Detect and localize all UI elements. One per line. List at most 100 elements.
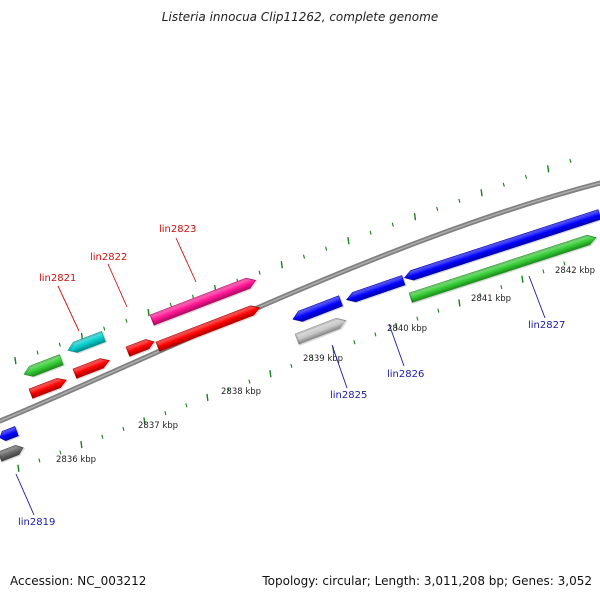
lower-track-tick	[290, 363, 293, 368]
gene-label-lin2825: lin2825	[330, 390, 367, 401]
gene-label-lin2823: lin2823	[159, 224, 196, 235]
gene-shadow	[73, 358, 112, 380]
upper-track-tick	[280, 261, 283, 269]
lower-track-tick	[101, 434, 104, 439]
gene-body	[404, 209, 600, 281]
gene-shadow	[68, 331, 108, 354]
gene-shadow	[295, 318, 348, 346]
lower-track-tick	[59, 450, 62, 455]
gene-label-lin2822: lin2822	[90, 252, 127, 263]
lower-track-tick	[206, 393, 209, 402]
tick-label: 2839 kbp	[303, 354, 343, 364]
tick-label: 2841 kbp	[471, 294, 511, 304]
gene-body	[28, 377, 67, 399]
lower-track-tick	[143, 417, 146, 425]
gene-arrow-2823-red	[155, 305, 262, 353]
upper-track-tick	[436, 206, 439, 211]
upper-track-tick	[192, 294, 194, 299]
gene-shadow	[409, 235, 599, 304]
tick-label: 2840 kbp	[387, 324, 427, 334]
gene-body	[72, 358, 110, 379]
gene-arrow-2823-pink	[149, 277, 258, 327]
lower-track-tick	[542, 269, 545, 274]
gene-shadow	[293, 295, 345, 323]
lower-track-tick	[521, 275, 524, 283]
gene-arrow-2822-red-a	[72, 358, 112, 380]
label-layer: 2836 kbp 2837 kbp 2838 kbp 2839 kbp 2840 kbp…	[15, 224, 595, 528]
genome-summary-text: Topology: circular; Length: 3,011,208 bp…	[262, 574, 592, 588]
lower-track-tick	[374, 332, 377, 337]
upper-track-tick	[480, 189, 483, 197]
genome-backbone-highlight	[0, 182, 600, 422]
gene-label-lin2825-leader	[331, 344, 348, 389]
upper-track-tick	[569, 158, 572, 163]
gene-body	[292, 295, 343, 322]
gene-body	[67, 330, 106, 353]
gene-label-lin2827: lin2827	[528, 320, 565, 331]
gene-body	[149, 277, 257, 326]
accession-text: Accession: NC_003212	[10, 574, 147, 588]
upper-track-tick	[525, 174, 527, 179]
tick-label: 2838 kbp	[221, 387, 261, 397]
upper-track-tick	[258, 270, 261, 275]
upper-track-tick	[547, 165, 550, 173]
upper-track-tick	[458, 198, 461, 203]
genome-title: Listeria innocua Clip11262, complete gen…	[161, 10, 439, 24]
gene-label-lin2819-leader	[15, 473, 35, 516]
gene-arrow-2826-blue	[346, 275, 407, 304]
gene-arrow-2821-red	[28, 377, 69, 400]
gene-body	[346, 275, 406, 303]
lower-track-tick	[17, 464, 20, 472]
gene-arrow-2827-green	[408, 234, 599, 304]
lower-track-tick	[458, 299, 461, 307]
gene-arrow-2825-gray	[294, 317, 348, 346]
lower-track-tick	[185, 403, 188, 408]
gene-body	[408, 234, 597, 303]
gene-shadow	[126, 339, 157, 358]
gene-label-lin2826-leader	[388, 323, 405, 367]
gene-label-lin2822-leader	[107, 263, 128, 308]
gene-shadow	[150, 278, 258, 327]
upper-track-tick	[325, 246, 328, 251]
gene-arrow-2819-gray	[0, 444, 26, 463]
gene-arrow-2822-red-b	[125, 339, 157, 358]
upper-track-tick	[125, 318, 128, 323]
lower-track-tick	[122, 426, 125, 431]
gene-shadow	[346, 275, 407, 304]
upper-track-tick	[303, 254, 305, 259]
gene-arrow-2819-blue	[0, 426, 21, 443]
upper-track-tick	[502, 182, 505, 187]
upper-track-tick	[413, 212, 417, 221]
lower-track-tick	[563, 261, 566, 266]
upper-track-tick	[347, 236, 350, 245]
upper-track-tick	[147, 308, 150, 317]
upper-track-tick	[369, 230, 372, 235]
lower-track-tick	[479, 292, 482, 298]
gene-body	[294, 317, 347, 345]
gene-body	[125, 339, 155, 357]
tick-label: 2842 kbp	[555, 266, 595, 276]
gene-shadow	[29, 378, 69, 400]
gene-label-lin2827-leader	[528, 275, 546, 319]
lower-track-tick	[80, 440, 83, 449]
gene-label-lin2821-leader	[57, 285, 80, 332]
lower-track-tick	[437, 308, 440, 313]
gene-arrow-2827-blue	[404, 209, 600, 282]
tick-layer	[0, 158, 600, 472]
gene-shadow	[156, 305, 262, 353]
gene-label-lin2823-leader	[175, 237, 197, 283]
gene-body	[0, 444, 24, 462]
gene-body	[0, 426, 19, 442]
gene-label-lin2821: lin2821	[39, 273, 76, 284]
upper-track-tick	[391, 222, 394, 227]
upper-track-tick	[14, 356, 17, 365]
upper-track-tick	[58, 342, 61, 347]
lower-track-tick	[38, 458, 41, 463]
gene-arrow-2821-green	[23, 354, 66, 378]
upper-track-tick	[103, 326, 106, 331]
gene-arrow-2821-cyan	[67, 330, 108, 354]
lower-track-tick	[164, 411, 167, 416]
tick-label: 2837 kbp	[138, 421, 178, 431]
